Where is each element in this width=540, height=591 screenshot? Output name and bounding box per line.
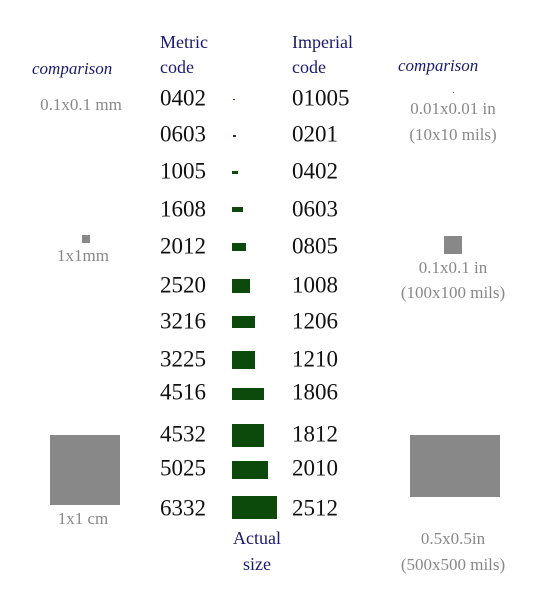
- imperial-code: 1008: [292, 272, 338, 297]
- imperial-code: 0805: [292, 233, 338, 258]
- metric-code: 1608: [160, 196, 206, 221]
- comparison-text: 0.1x0.1 in: [419, 258, 488, 277]
- metric-code: 2012: [160, 233, 206, 258]
- imperial-code: 0201: [292, 121, 338, 146]
- metric-code: 2520: [160, 272, 206, 297]
- part: [232, 316, 255, 328]
- comparison-text: 1x1mm: [57, 246, 109, 265]
- header-metric: code: [160, 57, 194, 77]
- comparison-label: comparison: [32, 59, 112, 78]
- imperial-code: 0603: [292, 196, 338, 221]
- metric-code: 6332: [160, 495, 206, 520]
- comparison-text: (500x500 mils): [401, 555, 505, 574]
- comparison-label: comparison: [398, 56, 478, 75]
- metric-code: 0603: [160, 121, 206, 146]
- header-imperial: Imperial: [292, 32, 353, 52]
- part: [232, 388, 264, 400]
- parts: [232, 99, 277, 519]
- metric-code: 4532: [160, 421, 206, 446]
- comparison-text: (10x10 mils): [409, 125, 496, 144]
- imperial-code: 01005: [292, 85, 350, 110]
- metric-code: 3216: [160, 308, 206, 333]
- imperial-code: 1806: [292, 379, 338, 404]
- metric-code: 5025: [160, 455, 206, 480]
- header-metric: Metric: [160, 32, 208, 52]
- part: [232, 171, 238, 174]
- part: [232, 351, 255, 369]
- part: [233, 99, 235, 100]
- part: [232, 279, 250, 293]
- actual-size-label: size: [243, 554, 271, 574]
- comparison-text: 0.01x0.01 in: [410, 99, 496, 118]
- part: [232, 243, 246, 251]
- part: [232, 424, 264, 447]
- imperial-code: 0402: [292, 158, 338, 183]
- comparison-text: 0.5x0.5in: [421, 529, 486, 548]
- comparison-square: [410, 435, 500, 497]
- part: [232, 461, 268, 479]
- comparison-square: [50, 435, 120, 505]
- imperial-code: 1812: [292, 421, 338, 446]
- comparison-text: 0.1x0.1 mm: [40, 95, 122, 114]
- imperial-code: 1210: [292, 346, 338, 371]
- comparison-text: 1x1 cm: [58, 509, 109, 528]
- comparison-square: [82, 235, 90, 243]
- comparison-text: (100x100 mils): [401, 283, 505, 302]
- part: [232, 207, 243, 212]
- comparison-square: [444, 236, 462, 254]
- part: [232, 496, 277, 519]
- imperial-code: 2512: [292, 495, 338, 520]
- imperial-code: 1206: [292, 308, 338, 333]
- metric-code: 3225: [160, 346, 206, 371]
- header-imperial: code: [292, 57, 326, 77]
- metric-code: 1005: [160, 158, 206, 183]
- imperial-code: 2010: [292, 455, 338, 480]
- comparison-square: [453, 92, 454, 93]
- metric-code: 4516: [160, 379, 206, 404]
- part: [233, 135, 236, 137]
- actual-size-label: Actual: [233, 528, 281, 548]
- metric-code: 0402: [160, 85, 206, 110]
